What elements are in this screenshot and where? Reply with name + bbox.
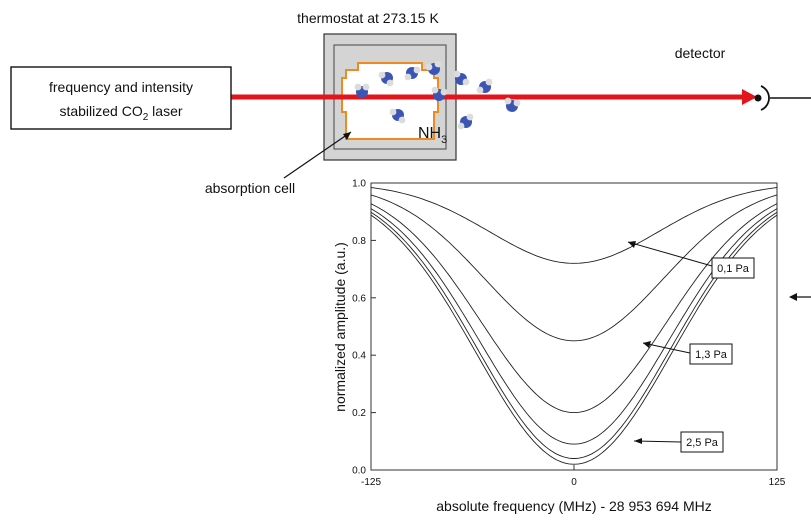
x-tick-label: 0 (571, 477, 577, 488)
annotation-box (711, 257, 755, 279)
annotation-box (689, 343, 733, 365)
absorption-curves (370, 187, 778, 465)
y-tick-label: 0.8 (352, 236, 366, 247)
gas-label-sub: 3 (441, 134, 447, 146)
y-tick-label: 0.4 (352, 351, 366, 362)
laser-box (10, 66, 232, 130)
laser-label-line2: stabilized CO2 laser (59, 103, 182, 123)
absorption-chart: 0.0 0.2 0.4 0.6 0.8 1.0 -125 0 125 absolute fre… (332, 179, 786, 515)
y-tick-label: 0.0 (352, 466, 366, 477)
absorption-cell-pointer-head (343, 132, 351, 140)
y-tick-label: 0.6 (352, 293, 366, 304)
absorption-cell (341, 62, 439, 140)
x-ticks: -125 0 125 (361, 465, 786, 488)
right-pointer-arrowhead (789, 293, 797, 301)
laser-arrowhead (742, 89, 757, 105)
laser-label-line2-sub: 2 (143, 112, 149, 123)
detector-icon (760, 85, 770, 111)
annotation-arrowhead (634, 438, 642, 444)
annotation-1-3-pa: 1,3 Pa (642, 341, 733, 365)
absorption-curve-4 (370, 208, 778, 445)
laser-label-line1: frequency and intensity (49, 79, 193, 95)
x-tick-label: 125 (769, 477, 786, 488)
y-tick-label: 0.2 (352, 408, 366, 419)
plot-area (370, 182, 778, 471)
detector-point (754, 94, 762, 102)
annotation-pointer (627, 241, 713, 267)
absorption-curve-1 (370, 187, 778, 264)
annotation-box (680, 431, 724, 453)
ammonia-molecules (354, 60, 521, 130)
annotation-arrowhead (628, 241, 636, 248)
annotation-text: 2,5 Pa (686, 437, 719, 449)
gas-label-main: NH (418, 125, 441, 142)
x-tick-label: -125 (361, 477, 381, 488)
annotation-0-1-pa: 0,1 Pa (627, 241, 755, 279)
y-ticks: 0.0 0.2 0.4 0.6 0.8 1.0 (352, 179, 376, 477)
x-axis-label: absolute frequency (MHz) - 28 953 694 MH… (436, 498, 711, 514)
absorption-curve-2 (370, 194, 778, 342)
laser-label-line2-pre: stabilized CO (59, 103, 142, 119)
absorption-curve-6 (370, 214, 778, 465)
absorption-cell-label: absorption cell (205, 180, 295, 196)
laser-label-line2-post: laser (148, 103, 183, 119)
annotation-text: 1,3 Pa (695, 349, 728, 361)
absorption-curve-5 (370, 211, 778, 459)
gas-label: NH3 (418, 125, 447, 146)
y-tick-label: 1.0 (352, 179, 366, 190)
annotation-2-5-pa: 2,5 Pa (633, 431, 724, 453)
thermostat-label: thermostat at 273.15 K (297, 10, 439, 26)
y-axis-label: normalized amplitude (a.u.) (332, 242, 348, 412)
annotation-text: 0,1 Pa (717, 263, 750, 275)
annotation-arrowhead (643, 341, 651, 348)
absorption-curve-3 (370, 203, 778, 414)
detector-label: detector (675, 45, 726, 61)
annotation-pointer (642, 342, 691, 354)
absorption-cell-pointer (283, 131, 352, 179)
